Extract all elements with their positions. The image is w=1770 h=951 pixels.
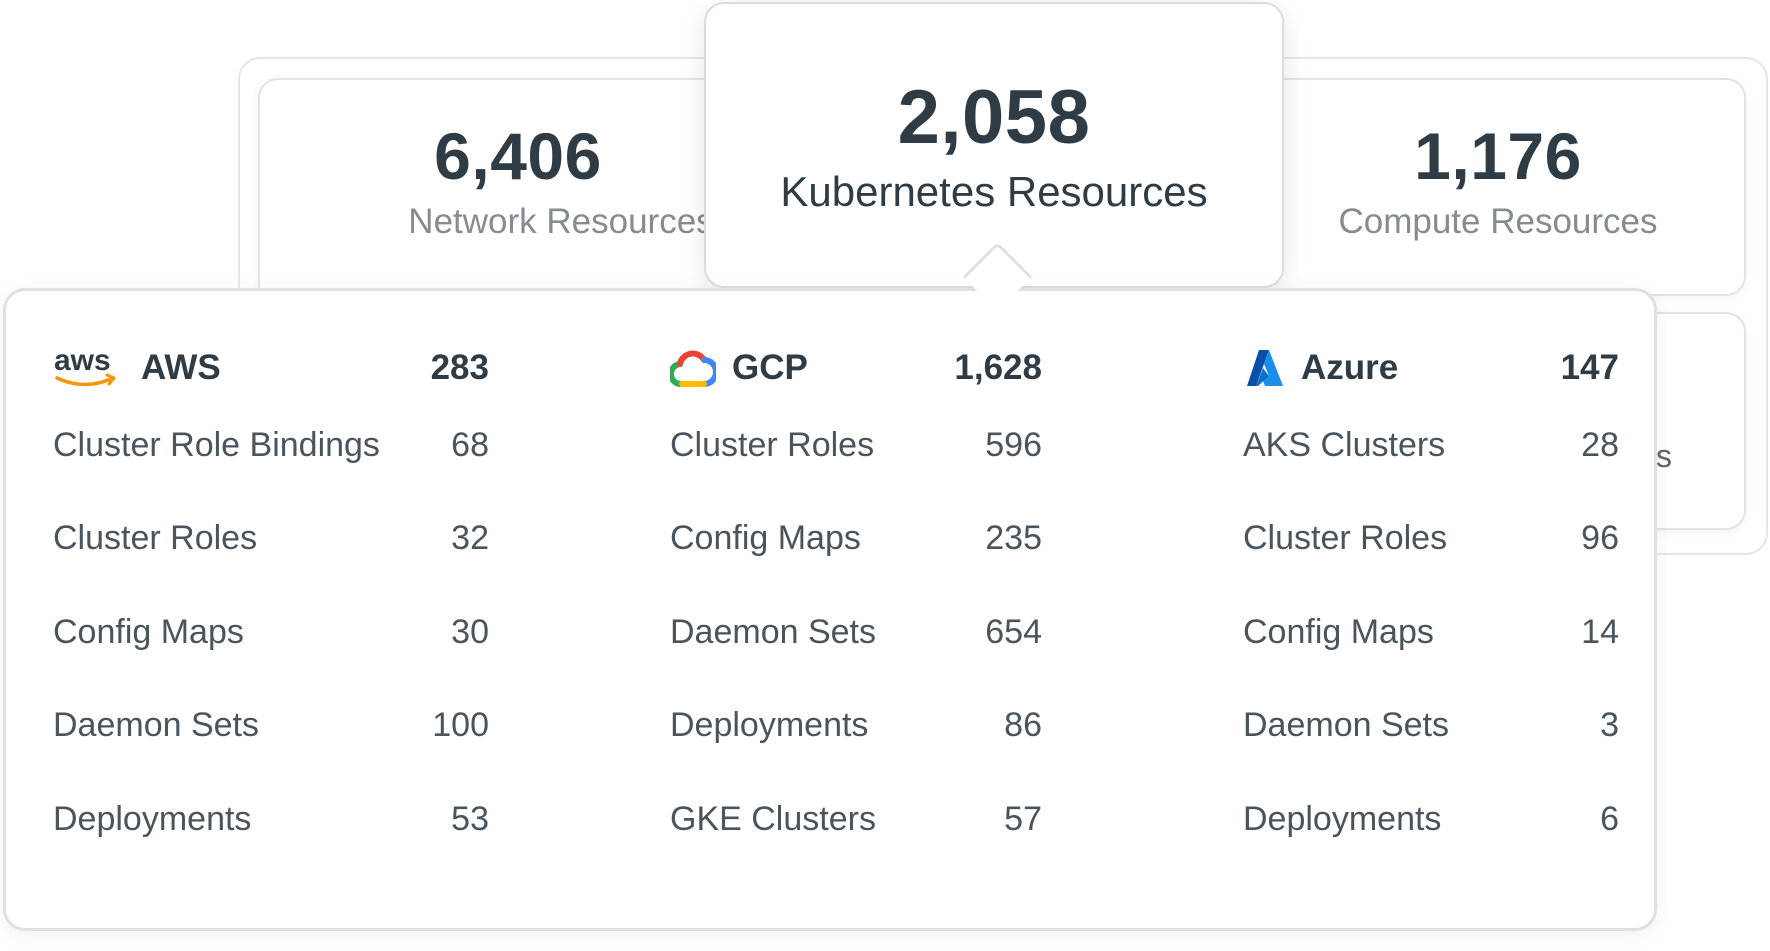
list-item: Cluster Roles 32	[53, 514, 489, 562]
kubernetes-resources-count: 2,058	[897, 75, 1091, 160]
azure-header: Azure 147	[1243, 343, 1619, 393]
item-label: Cluster Roles	[1243, 518, 1448, 557]
list-item: Deployments 6	[1243, 795, 1619, 843]
compute-resources-card[interactable]: 1,176 Compute Resources	[1250, 78, 1746, 296]
list-item: Daemon Sets 654	[670, 608, 1042, 656]
azure-total: 147	[1560, 348, 1619, 387]
azure-column: Azure 147 AKS Clusters 28 Cluster Roles 96…	[1243, 291, 1619, 928]
azure-name: Azure	[1301, 348, 1399, 387]
list-item: Cluster Role Bindings 68	[53, 421, 489, 469]
item-count: 100	[432, 705, 489, 744]
list-item: Daemon Sets 100	[53, 701, 489, 749]
item-label: Config Maps	[53, 612, 244, 651]
list-item: AKS Clusters 28	[1243, 421, 1619, 469]
gcp-header: GCP 1,628	[670, 343, 1042, 393]
aws-logo-icon: aws	[53, 345, 119, 391]
item-count: 596	[985, 425, 1042, 464]
kubernetes-resources-card[interactable]: 2,058 Kubernetes Resources	[704, 2, 1284, 288]
item-count: 32	[451, 518, 489, 557]
item-label: Daemon Sets	[53, 705, 259, 744]
gcp-name: GCP	[732, 348, 808, 387]
item-label: AKS Clusters	[1243, 425, 1446, 464]
gcp-column: GCP 1,628 Cluster Roles 596 Config Maps 23…	[670, 291, 1042, 928]
item-label: Config Maps	[670, 518, 861, 557]
aws-header: aws AWS 283	[53, 343, 489, 393]
item-count: 68	[451, 425, 489, 464]
aws-name: AWS	[141, 348, 221, 387]
list-item: Deployments 53	[53, 795, 489, 843]
hidden-card-peek-text: s	[1656, 438, 1672, 474]
list-item: Config Maps 30	[53, 608, 489, 656]
item-count: 96	[1581, 518, 1619, 557]
item-label: Cluster Roles	[53, 518, 258, 557]
item-label: Deployments	[670, 705, 869, 744]
item-count: 3	[1600, 705, 1619, 744]
item-count: 654	[985, 612, 1042, 651]
item-label: Cluster Role Bindings	[53, 425, 380, 464]
aws-logo-text: aws	[54, 345, 111, 377]
list-item: Config Maps 14	[1243, 608, 1619, 656]
list-item: GKE Clusters 57	[670, 795, 1042, 843]
list-item: Cluster Roles 596	[670, 421, 1042, 469]
item-count: 28	[1581, 425, 1619, 464]
item-label: Daemon Sets	[1243, 705, 1449, 744]
item-count: 235	[985, 518, 1042, 557]
list-item: Config Maps 235	[670, 514, 1042, 562]
item-label: Deployments	[1243, 799, 1442, 838]
gcp-total: 1,628	[954, 348, 1042, 387]
aws-column: aws AWS 283 Cluster Role Bindings 68 Clus…	[53, 291, 489, 928]
gcp-cloud-logo-icon	[670, 348, 716, 388]
network-resources-count: 6,406	[434, 119, 602, 193]
list-item: Deployments 86	[670, 701, 1042, 749]
item-count: 30	[451, 612, 489, 651]
aws-total: 283	[430, 348, 489, 387]
item-count: 53	[451, 799, 489, 838]
item-label: Daemon Sets	[670, 612, 876, 651]
item-count: 14	[1581, 612, 1619, 651]
item-count: 57	[1004, 799, 1042, 838]
list-item: Daemon Sets 3	[1243, 701, 1619, 749]
item-label: GKE Clusters	[670, 799, 876, 838]
item-count: 86	[1004, 705, 1042, 744]
item-count: 6	[1600, 799, 1619, 838]
compute-resources-label: Compute Resources	[1338, 202, 1658, 241]
item-label: Deployments	[53, 799, 252, 838]
kubernetes-resources-label: Kubernetes Resources	[780, 168, 1208, 215]
item-label: Cluster Roles	[670, 425, 875, 464]
network-resources-label: Network Resources	[408, 202, 714, 241]
list-item: Cluster Roles 96	[1243, 514, 1619, 562]
compute-resources-count: 1,176	[1414, 119, 1582, 193]
kubernetes-breakdown-popover: aws AWS 283 Cluster Role Bindings 68 Clus…	[3, 288, 1657, 931]
azure-logo-icon	[1245, 348, 1285, 388]
network-resources-card[interactable]: 6,406 Network Resources	[258, 78, 778, 316]
item-label: Config Maps	[1243, 612, 1434, 651]
